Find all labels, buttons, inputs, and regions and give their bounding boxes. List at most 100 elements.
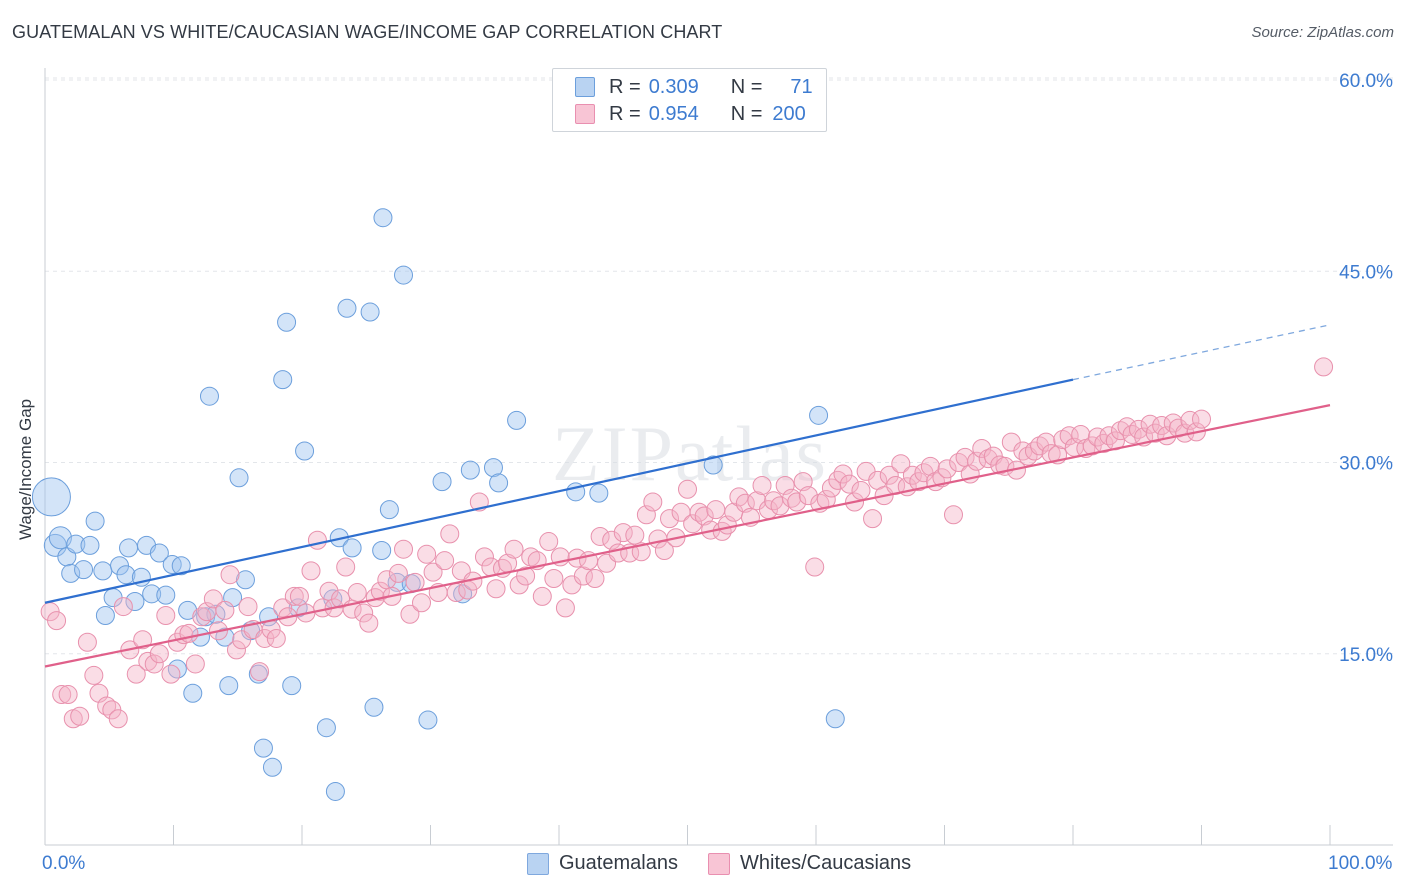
correlation-legend: R = 0.309 N = 71 R = 0.954 N = 200 bbox=[552, 68, 827, 132]
guatemalans-point bbox=[74, 560, 94, 580]
y-tick-labels: 15.0% 30.0% 45.0% 60.0% bbox=[1339, 71, 1393, 666]
whites-point bbox=[108, 709, 128, 729]
whites-point bbox=[821, 478, 841, 498]
x-tick-label-max: 100.0% bbox=[1328, 853, 1393, 874]
legend-swatch-blue bbox=[575, 77, 595, 97]
guatemalans-point bbox=[809, 405, 829, 425]
whites-point bbox=[179, 623, 199, 643]
y-tick-label-1: 30.0% bbox=[1339, 454, 1393, 475]
whites-point bbox=[58, 685, 78, 705]
whites-point bbox=[84, 665, 104, 685]
x-tick-label-min: 0.0% bbox=[42, 853, 86, 874]
guatemalans-point bbox=[394, 265, 414, 285]
guatemalans-point bbox=[167, 659, 187, 679]
legend-row-whites: R = 0.954 N = 200 bbox=[575, 101, 806, 127]
whites-point bbox=[1122, 424, 1142, 444]
axes bbox=[44, 68, 1393, 846]
whites-point bbox=[192, 607, 212, 627]
whites-point bbox=[504, 539, 524, 559]
guatemalans-point bbox=[142, 584, 162, 604]
guatemalans-point bbox=[156, 585, 176, 605]
whites-point bbox=[683, 514, 703, 534]
guatemalans-point bbox=[229, 468, 249, 488]
whites-point bbox=[273, 598, 293, 618]
whites-point bbox=[839, 474, 859, 494]
guatemalans-point bbox=[489, 473, 509, 493]
guatemalans-point bbox=[325, 781, 345, 801]
whites-point bbox=[532, 586, 552, 606]
guatemalans-point bbox=[119, 538, 139, 558]
whites-point bbox=[52, 685, 72, 705]
whites-point bbox=[113, 597, 133, 617]
legend-label-whites: Whites/Caucasians bbox=[740, 852, 912, 874]
legend-r-label: R = bbox=[609, 102, 641, 125]
guatemalans-point bbox=[703, 455, 723, 475]
whites-point bbox=[828, 470, 848, 490]
legend-n-label: N = bbox=[730, 75, 763, 98]
guatemalans-point bbox=[93, 561, 113, 581]
guatemalans-point bbox=[507, 410, 527, 430]
guatemalans-point bbox=[379, 500, 399, 520]
guatemalans-point bbox=[364, 697, 384, 717]
guatemalans-point bbox=[295, 441, 315, 461]
guatemalans-point bbox=[149, 543, 169, 563]
legend-r-label: R = bbox=[609, 75, 641, 98]
whites-trendline bbox=[44, 404, 1331, 668]
whites-point bbox=[978, 449, 998, 469]
guatemalans-point bbox=[825, 709, 845, 729]
guatemalans-point bbox=[372, 540, 392, 560]
guatemalans-point bbox=[235, 570, 255, 590]
whites-point bbox=[238, 597, 258, 617]
guatemalans-point bbox=[61, 563, 81, 583]
whites-point bbox=[937, 459, 957, 479]
whites-point bbox=[47, 611, 67, 631]
whites-point bbox=[539, 532, 559, 552]
chart-title: GUATEMALAN VS WHITE/CAUCASIAN WAGE/INCOM… bbox=[12, 22, 723, 42]
whites-point bbox=[544, 569, 564, 589]
whites-point bbox=[689, 502, 709, 522]
trendlines bbox=[44, 324, 1331, 668]
whites-point bbox=[336, 557, 356, 577]
guatemalans-point bbox=[199, 386, 219, 406]
whites-point bbox=[156, 606, 176, 625]
guatemalans-point bbox=[373, 208, 393, 228]
guatemalans-point bbox=[85, 511, 105, 531]
guatemalans-point bbox=[589, 483, 609, 503]
guatemalans-point bbox=[31, 477, 71, 517]
whites-point bbox=[909, 472, 929, 492]
whites-point bbox=[625, 525, 645, 545]
legend-n-value: 200 bbox=[772, 102, 806, 125]
whites-point bbox=[798, 486, 818, 506]
whites-point bbox=[405, 572, 425, 592]
guatemalans-point bbox=[453, 584, 473, 604]
legend-n-value: 71 bbox=[790, 75, 813, 98]
whites-point bbox=[943, 505, 963, 525]
whites-point bbox=[782, 488, 802, 508]
guatemalans-point bbox=[432, 472, 452, 492]
whites-point bbox=[706, 500, 726, 520]
whites-point bbox=[301, 561, 321, 581]
whites-point bbox=[636, 505, 656, 525]
whites-point bbox=[354, 603, 374, 623]
guatemalans-point bbox=[483, 458, 503, 478]
whites-point bbox=[97, 696, 117, 716]
guatemalans-point bbox=[116, 565, 136, 585]
whites-point bbox=[1314, 357, 1334, 377]
guatemalans-point bbox=[277, 312, 297, 332]
whites-point bbox=[289, 586, 309, 606]
series-legend: Guatemalans Whites/Caucasians bbox=[0, 852, 1406, 878]
whites-point bbox=[1145, 423, 1165, 443]
whites-point bbox=[77, 632, 97, 652]
whites-point bbox=[307, 530, 327, 550]
legend-r-value: 0.954 bbox=[648, 102, 699, 125]
whites-point bbox=[440, 524, 460, 544]
whites-point bbox=[226, 640, 246, 660]
guatemalans-point bbox=[273, 370, 293, 390]
whites-point bbox=[516, 566, 536, 586]
whites-point bbox=[643, 492, 663, 512]
whites-point bbox=[486, 579, 506, 599]
whites-point bbox=[573, 566, 593, 586]
guatemalans-trendline-extension bbox=[1072, 324, 1331, 381]
guatemalans-point bbox=[360, 302, 380, 322]
